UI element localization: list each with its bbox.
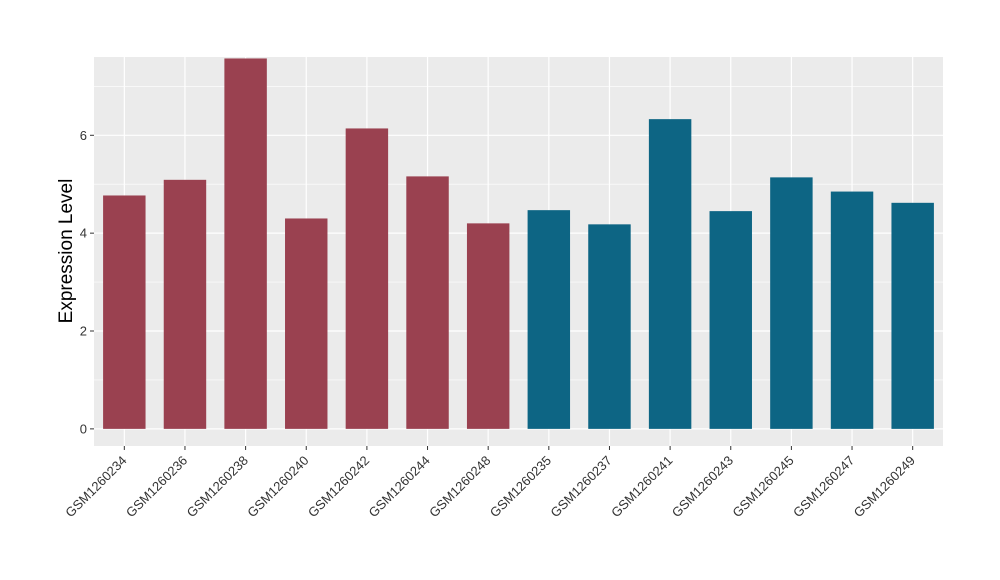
x-axis: GSM1260234GSM1260236GSM1260238GSM1260240… (62, 446, 918, 520)
bar (830, 191, 874, 429)
y-tick-label: 4 (80, 226, 87, 241)
y-tick-label: 0 (80, 421, 87, 436)
x-tick-label: GSM1260245 (729, 453, 796, 520)
bar (224, 58, 267, 429)
bar (285, 218, 328, 429)
bar (648, 119, 692, 429)
x-tick-label: GSM1260241 (608, 453, 675, 520)
bar (527, 210, 571, 429)
x-tick-label: GSM1260249 (851, 453, 918, 520)
plot-panel (94, 57, 943, 446)
y-axis-title: Expression Level (56, 179, 77, 324)
bar (588, 224, 631, 429)
bar (770, 177, 813, 429)
x-tick-label: GSM1260236 (123, 453, 190, 520)
x-tick-label: GSM1260235 (487, 453, 554, 520)
x-tick-label: GSM1260237 (547, 453, 614, 520)
x-tick-label: GSM1260234 (62, 453, 129, 520)
y-tick-label: 6 (80, 128, 87, 143)
x-tick-label: GSM1260248 (426, 453, 493, 520)
bar (345, 128, 389, 429)
x-tick-label: GSM1260244 (366, 453, 433, 520)
bar (891, 202, 934, 429)
x-tick-label: GSM1260247 (790, 453, 857, 520)
x-tick-label: GSM1260242 (305, 453, 372, 520)
bar (466, 223, 510, 429)
bar (103, 195, 146, 429)
bar (406, 176, 449, 429)
x-tick-label: GSM1260240 (244, 453, 311, 520)
x-tick-label: GSM1260238 (184, 453, 251, 520)
y-axis: 0 2 4 6 (80, 128, 94, 436)
y-tick-label: 2 (80, 324, 87, 339)
x-tick-label: GSM1260243 (669, 453, 736, 520)
bars (103, 58, 934, 429)
bar (709, 211, 752, 429)
bar (163, 179, 207, 429)
